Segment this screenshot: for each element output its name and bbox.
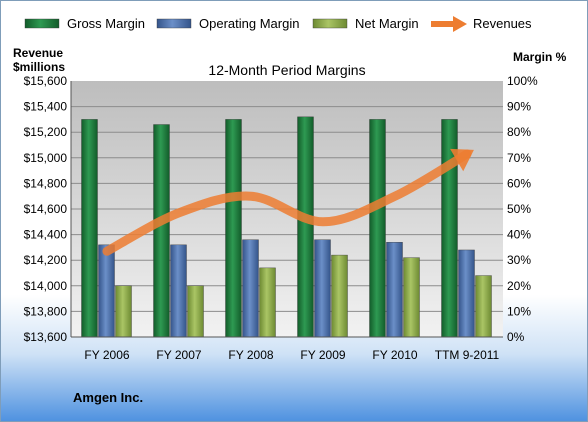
operating-margin-bar xyxy=(314,239,331,338)
legend-swatch xyxy=(156,18,192,29)
legend-label: Gross Margin xyxy=(67,16,145,31)
x-tick-label: FY 2008 xyxy=(228,348,273,362)
revenue-line xyxy=(102,148,474,256)
right-tick-label: 20% xyxy=(507,279,531,293)
revenue-series-line xyxy=(102,149,472,256)
x-axis-ticks: FY 2006 FY 2007 FY 2008 FY 2009 FY 2010 TTM 9… xyxy=(84,348,499,362)
left-tick-label: $15,400 xyxy=(24,100,68,114)
operating-margin-bar xyxy=(386,242,403,338)
right-axis-ticks: 100% 90% 80% 70% 60% 50% 40% 30% 20% 10% 0% xyxy=(507,74,538,344)
x-tick-label: TTM 9-2011 xyxy=(435,348,500,362)
net-margin-bar xyxy=(475,275,492,338)
left-tick-label: $14,600 xyxy=(24,202,68,216)
net-margin-bar xyxy=(403,257,420,338)
gross-margin-bar xyxy=(153,124,170,338)
x-tick-label: FY 2009 xyxy=(300,348,345,362)
operating-margin-bar xyxy=(242,239,259,338)
right-tick-label: 80% xyxy=(507,125,531,139)
left-tick-label: $14,400 xyxy=(24,228,68,242)
operating-margin-bar xyxy=(98,244,115,338)
right-tick-label: 10% xyxy=(507,304,531,318)
right-tick-label: 70% xyxy=(507,151,531,165)
right-tick-label: 50% xyxy=(507,202,531,216)
operating-margin-bar xyxy=(170,244,187,338)
gross-margin-bar xyxy=(81,119,98,338)
left-tick-label: $15,200 xyxy=(24,125,68,139)
left-tick-label: $14,000 xyxy=(24,279,68,293)
left-axis-title-line1: Revenue xyxy=(13,46,63,60)
legend-label: Net Margin xyxy=(355,16,419,31)
x-tick-label: FY 2007 xyxy=(156,348,201,362)
left-tick-label: $13,600 xyxy=(24,330,68,344)
net-margin-bar xyxy=(259,267,276,338)
right-tick-label: 90% xyxy=(507,100,531,114)
right-tick-label: 0% xyxy=(507,330,525,344)
legend-swatch xyxy=(24,18,60,29)
gross-margin-bar xyxy=(369,119,386,338)
right-tick-label: 30% xyxy=(507,253,531,267)
left-axis-ticks: $15,600 $15,400 $15,200 $15,000 $14,800 $14,6… xyxy=(24,74,68,344)
net-margin-bar xyxy=(187,285,204,338)
left-tick-label: $13,800 xyxy=(24,304,68,318)
left-tick-label: $15,600 xyxy=(24,74,68,88)
gross-margin-bar xyxy=(297,116,314,338)
legend-swatch-arrow xyxy=(453,16,467,32)
left-tick-label: $15,000 xyxy=(24,151,68,165)
gross-margin-bar xyxy=(225,119,242,338)
left-axis-title-line2: $millions xyxy=(13,60,65,74)
x-tick-label: FY 2010 xyxy=(372,348,417,362)
right-tick-label: 40% xyxy=(507,228,531,242)
bars xyxy=(81,116,492,338)
legend: Gross Margin Operating Margin Net Margin Re… xyxy=(24,16,532,32)
left-tick-label: $14,200 xyxy=(24,253,68,267)
left-tick-label: $14,800 xyxy=(24,176,68,190)
x-tick-label: FY 2006 xyxy=(84,348,129,362)
operating-margin-bar xyxy=(458,249,475,338)
legend-label: Revenues xyxy=(473,16,532,31)
company-name: Amgen Inc. xyxy=(73,390,143,405)
net-margin-bar xyxy=(331,254,348,338)
chart-title: 12-Month Period Margins xyxy=(208,62,365,78)
legend-label: Operating Margin xyxy=(199,16,299,31)
revenue-arrowhead xyxy=(450,148,474,172)
right-tick-label: 100% xyxy=(507,74,538,88)
legend-swatch xyxy=(312,18,348,29)
net-margin-bar xyxy=(115,285,132,338)
right-tick-label: 60% xyxy=(507,176,531,190)
right-axis-title: Margin % xyxy=(513,50,567,64)
